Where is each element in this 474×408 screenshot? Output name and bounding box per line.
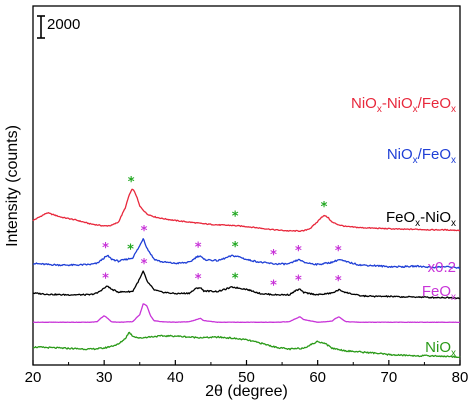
x-tick-label: 50 <box>238 369 255 386</box>
x-axis-label: 2θ (degree) <box>205 383 288 400</box>
peak-marker: * <box>335 244 342 259</box>
peak-marker: * <box>195 272 202 287</box>
peak-marker: * <box>195 240 202 255</box>
x-tick-label: 40 <box>167 369 184 386</box>
diffraction-curves <box>32 188 461 359</box>
curve-niox-niox-feox <box>32 188 461 232</box>
peak-marker: * <box>102 241 109 256</box>
curve-niox-feox <box>32 238 461 269</box>
peak-marker: * <box>295 274 302 289</box>
series-labels: NiOx-NiOx/FeOx NiOx/FeOx FeOx-NiOx FeOx x0.2… <box>351 95 456 359</box>
series-label: FeOx <box>422 283 456 303</box>
series-label: NiOx <box>425 339 456 359</box>
peak-marker: * <box>127 242 134 257</box>
x-tick-label: 60 <box>309 369 326 386</box>
peak-markers: * * * * * * * * * * * * * * * * * * <box>102 175 342 293</box>
peak-marker: * <box>295 244 302 259</box>
curve-niox <box>32 331 461 359</box>
x-tick-label: 30 <box>96 369 113 386</box>
peak-marker: * <box>232 271 239 286</box>
peak-marker: * <box>270 248 277 263</box>
scale-bar: 2000 <box>37 15 80 39</box>
scale-bar-label: 2000 <box>47 16 80 33</box>
plot-frame <box>32 5 461 366</box>
peak-marker: * <box>232 240 239 255</box>
curve-feox-niox <box>32 270 461 300</box>
peak-marker: * <box>141 224 148 239</box>
peak-marker: * <box>141 257 148 272</box>
peak-marker: * <box>321 200 328 215</box>
peak-marker: * <box>270 279 277 294</box>
y-axis-label: Intensity (counts) <box>4 125 21 247</box>
series-label: FeOx-NiOx <box>386 209 456 229</box>
scale-factor-label: x0.2 <box>428 259 456 276</box>
peak-marker: * <box>102 271 109 286</box>
x-tick-label: 80 <box>452 369 469 386</box>
series-label: NiOx-NiOx/FeOx <box>351 95 456 115</box>
x-tick-label: 20 <box>25 369 42 386</box>
axis-ticks: 20 30 40 50 60 70 80 <box>25 360 469 386</box>
peak-marker: * <box>232 210 239 225</box>
peak-marker: * <box>335 274 342 289</box>
x-tick-label: 70 <box>380 369 397 386</box>
series-label: NiOx/FeOx <box>387 146 456 166</box>
curve-feox <box>32 303 461 324</box>
peak-marker: * <box>128 175 135 190</box>
